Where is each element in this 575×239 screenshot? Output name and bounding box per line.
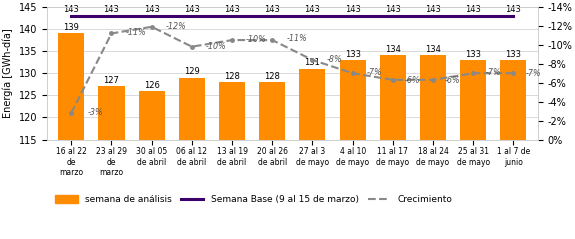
Text: -7%: -7% bbox=[526, 69, 541, 78]
Text: 143: 143 bbox=[505, 5, 522, 14]
Bar bbox=[460, 60, 486, 239]
Text: -12%: -12% bbox=[166, 22, 186, 31]
Text: 128: 128 bbox=[224, 72, 240, 81]
Text: -11%: -11% bbox=[125, 28, 146, 37]
Text: 143: 143 bbox=[144, 5, 160, 14]
Text: 128: 128 bbox=[264, 72, 280, 81]
Text: 134: 134 bbox=[425, 45, 441, 54]
Bar bbox=[58, 33, 85, 239]
Text: -10%: -10% bbox=[246, 35, 267, 44]
Text: 139: 139 bbox=[63, 23, 79, 32]
Text: 131: 131 bbox=[305, 58, 320, 67]
Text: 143: 143 bbox=[344, 5, 361, 14]
Text: -6%: -6% bbox=[445, 76, 461, 85]
Legend: semana de análisis, Semana Base (9 al 15 de marzo), Crecimiento: semana de análisis, Semana Base (9 al 15… bbox=[52, 192, 456, 208]
Text: 143: 143 bbox=[385, 5, 401, 14]
Bar bbox=[420, 55, 446, 239]
Bar bbox=[219, 82, 245, 239]
Text: -6%: -6% bbox=[405, 76, 420, 85]
Bar bbox=[340, 60, 366, 239]
Text: -7%: -7% bbox=[485, 69, 501, 77]
Text: 143: 143 bbox=[264, 5, 280, 14]
Text: 134: 134 bbox=[385, 45, 401, 54]
Bar bbox=[139, 91, 164, 239]
Bar bbox=[380, 55, 406, 239]
Text: 129: 129 bbox=[184, 67, 200, 76]
Text: 143: 143 bbox=[465, 5, 481, 14]
Text: 133: 133 bbox=[505, 49, 522, 59]
Text: 127: 127 bbox=[104, 76, 120, 85]
Text: 143: 143 bbox=[425, 5, 441, 14]
Text: 133: 133 bbox=[344, 49, 361, 59]
Text: -3%: -3% bbox=[87, 108, 103, 117]
Bar bbox=[259, 82, 285, 239]
Text: -11%: -11% bbox=[286, 34, 307, 43]
Text: 143: 143 bbox=[104, 5, 120, 14]
Text: 143: 143 bbox=[63, 5, 79, 14]
Text: -8%: -8% bbox=[327, 55, 342, 64]
Bar bbox=[300, 69, 325, 239]
Bar bbox=[98, 87, 125, 239]
Bar bbox=[179, 78, 205, 239]
Bar bbox=[500, 60, 527, 239]
Text: -10%: -10% bbox=[206, 42, 227, 51]
Text: 126: 126 bbox=[144, 81, 160, 90]
Text: -7%: -7% bbox=[367, 69, 382, 77]
Text: 143: 143 bbox=[184, 5, 200, 14]
Text: 143: 143 bbox=[224, 5, 240, 14]
Y-axis label: Energía [GWh-día]: Energía [GWh-día] bbox=[3, 28, 13, 118]
Text: 133: 133 bbox=[465, 49, 481, 59]
Text: 143: 143 bbox=[305, 5, 320, 14]
